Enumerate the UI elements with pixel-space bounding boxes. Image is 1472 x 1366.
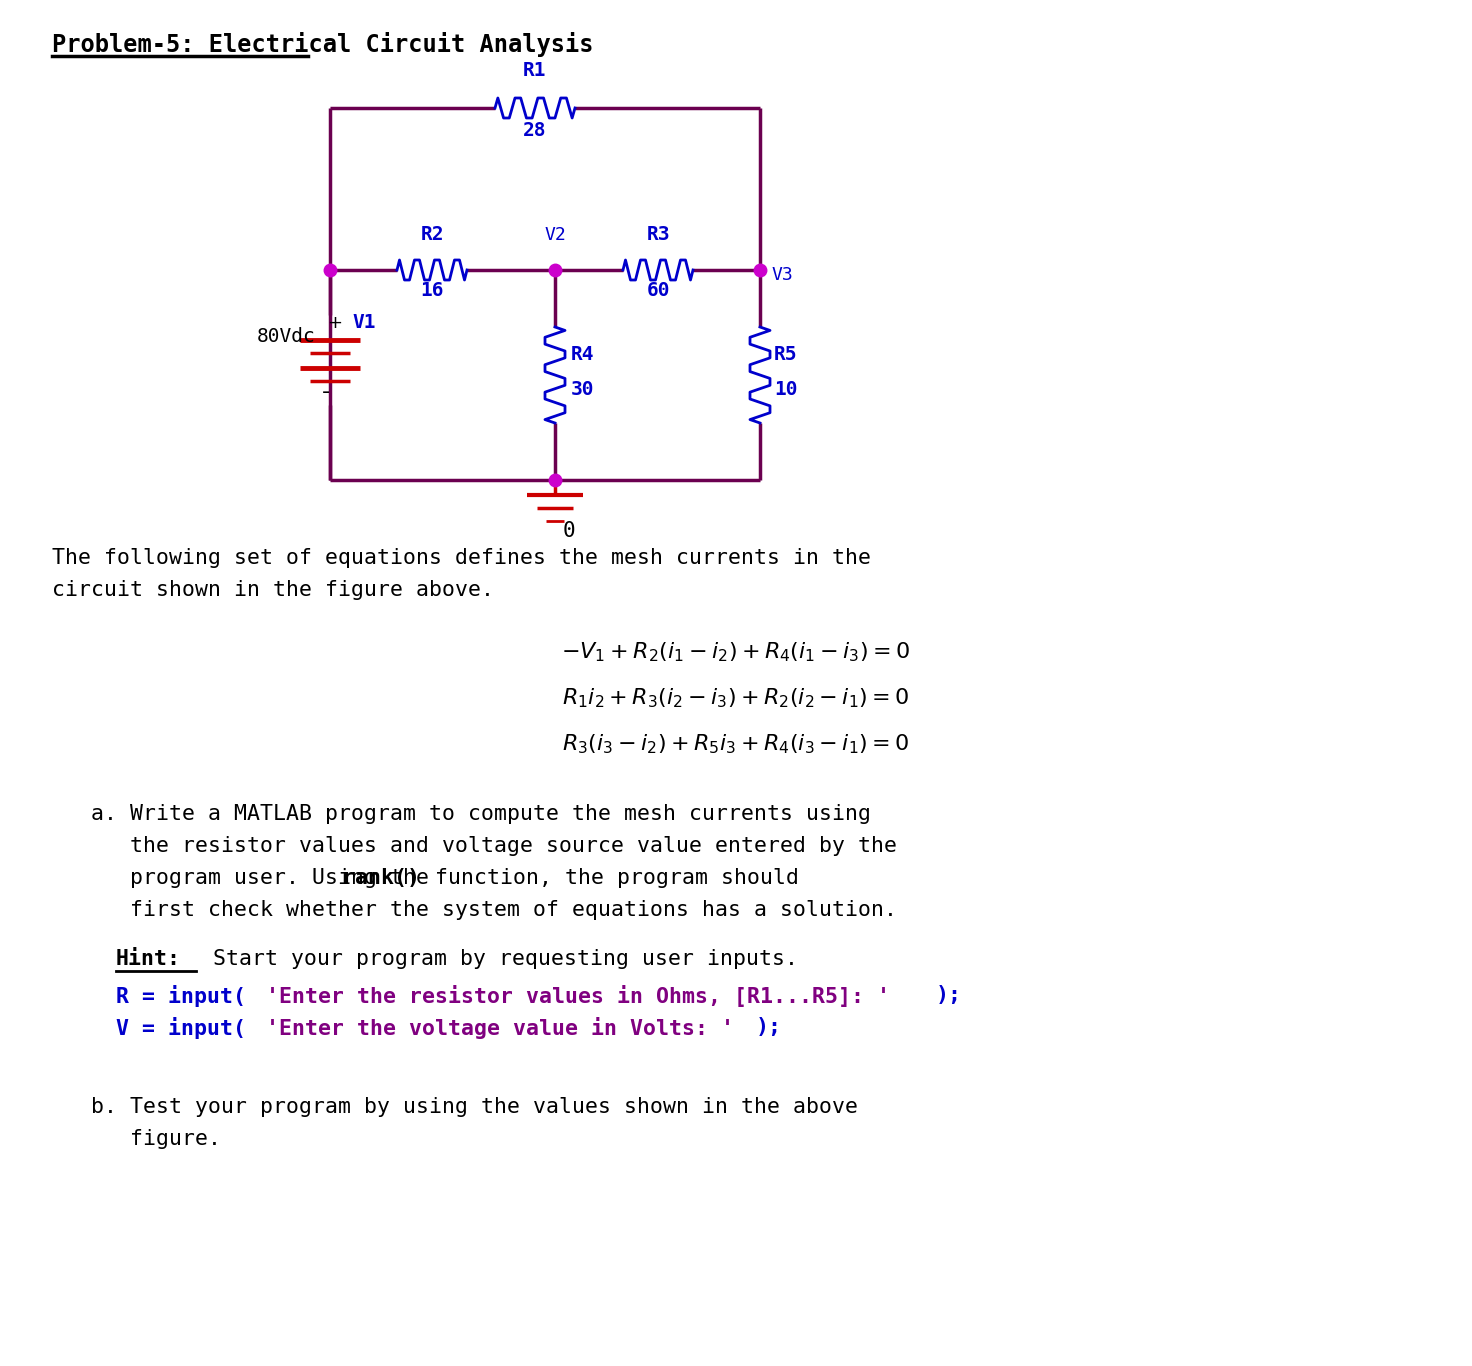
Text: The following set of equations defines the mesh currents in the: The following set of equations defines t…: [52, 548, 871, 568]
Text: +: +: [327, 314, 343, 332]
Text: 'Enter the resistor values in Ohms, [R1...R5]: ': 'Enter the resistor values in Ohms, [R1.…: [266, 985, 891, 1007]
Text: 16: 16: [420, 281, 443, 301]
Text: 0: 0: [562, 520, 576, 541]
Text: 10: 10: [774, 380, 798, 399]
Text: $R_1 i_2 + R_3(i_2 - i_3) + R_2(i_2 - i_1) = 0$: $R_1 i_2 + R_3(i_2 - i_3) + R_2(i_2 - i_…: [562, 686, 910, 709]
Text: 30: 30: [571, 380, 595, 399]
Text: Hint:: Hint:: [116, 949, 181, 968]
Text: );: );: [757, 1018, 782, 1037]
Text: 80Vdc: 80Vdc: [256, 326, 315, 346]
Text: R = input(: R = input(: [116, 985, 246, 1007]
Text: R3: R3: [646, 225, 670, 245]
Text: Problem-5: Electrical Circuit Analysis: Problem-5: Electrical Circuit Analysis: [52, 31, 593, 57]
Text: R5: R5: [774, 346, 798, 363]
Text: figure.: figure.: [52, 1130, 221, 1149]
Text: $-V_1 + R_2(i_1 - i_2) + R_4(i_1 - i_3) = 0$: $-V_1 + R_2(i_1 - i_2) + R_4(i_1 - i_3) …: [561, 641, 911, 664]
Text: V3: V3: [771, 266, 793, 284]
Text: V = input(: V = input(: [116, 1018, 246, 1040]
Text: program user. Using the: program user. Using the: [52, 867, 442, 888]
Text: the resistor values and voltage source value entered by the: the resistor values and voltage source v…: [52, 836, 896, 856]
Text: R1: R1: [523, 61, 546, 81]
Text: 28: 28: [523, 122, 546, 139]
Text: Start your program by requesting user inputs.: Start your program by requesting user in…: [200, 949, 798, 968]
Text: $R_3(i_3 - i_2) + R_5 i_3 + R_4(i_3 - i_1) = 0$: $R_3(i_3 - i_2) + R_5 i_3 + R_4(i_3 - i_…: [562, 732, 910, 755]
Text: first check whether the system of equations has a solution.: first check whether the system of equati…: [52, 900, 896, 919]
Text: 60: 60: [646, 281, 670, 301]
Text: V1: V1: [352, 313, 375, 332]
Text: b. Test your program by using the values shown in the above: b. Test your program by using the values…: [52, 1097, 858, 1117]
Text: 'Enter the voltage value in Volts: ': 'Enter the voltage value in Volts: ': [266, 1018, 735, 1040]
Text: R2: R2: [420, 225, 443, 245]
Text: circuit shown in the figure above.: circuit shown in the figure above.: [52, 581, 495, 600]
Text: );: );: [936, 985, 963, 1005]
Text: function, the program should: function, the program should: [422, 867, 799, 888]
Text: -: -: [322, 382, 330, 402]
Text: V2: V2: [545, 225, 565, 245]
Text: a. Write a MATLAB program to compute the mesh currents using: a. Write a MATLAB program to compute the…: [52, 805, 871, 824]
Text: rank(): rank(): [342, 867, 420, 888]
Text: R4: R4: [571, 346, 595, 363]
